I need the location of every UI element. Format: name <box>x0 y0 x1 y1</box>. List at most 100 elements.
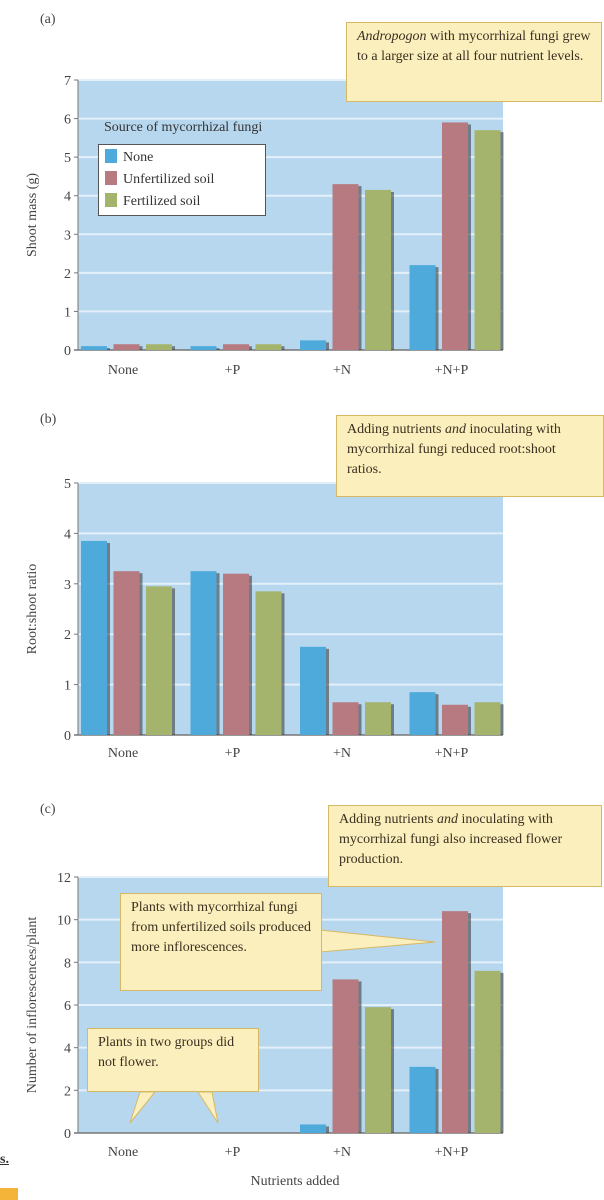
callout-b-pre: Adding nutrients <box>347 422 445 437</box>
chart-0: 0 1 2 3 4 5 6 7 Shoot mass (g) None +P +N +N+P <box>25 74 504 378</box>
y-tick-label: 0 <box>64 1127 71 1142</box>
x-tick-label: None <box>108 746 138 761</box>
y-tick-label: 3 <box>64 228 71 243</box>
legend: None Unfertilized soil Fertilized soil <box>98 144 266 216</box>
y-tick-label: 0 <box>64 344 71 359</box>
x-tick-label: +P <box>225 1145 241 1160</box>
x-tick-label: None <box>108 363 138 378</box>
panel-label-a: (a) <box>40 12 56 27</box>
bar-unfertilized-soil <box>442 911 468 1133</box>
x-axis-label: Nutrients added <box>250 1174 339 1189</box>
y-axis-label: Shoot mass (g) <box>25 173 40 257</box>
bar-fertilized-soil <box>146 344 172 350</box>
bar-unfertilized-soil <box>332 979 359 1133</box>
x-tick-label: +N <box>333 1145 351 1160</box>
legend-label-unfertilized: Unfertilized soil <box>123 172 215 187</box>
y-tick-label: 0 <box>64 729 71 744</box>
callout-unfertilized: Plants with mycorrhizal fungi from unfer… <box>120 893 322 991</box>
y-tick-label: 6 <box>64 113 71 128</box>
chart-2: 0 2 4 6 8 10 12 Number of inflorescences/plant N… <box>25 871 504 1189</box>
legend-swatch-none <box>105 149 117 163</box>
bar-unfertilized-soil <box>442 704 468 735</box>
y-tick-label: 4 <box>64 527 71 542</box>
x-tick-label: +N+P <box>435 746 469 761</box>
y-tick-label: 6 <box>64 999 71 1014</box>
bar-unfertilized-soil <box>332 702 359 735</box>
callout-a-italic: Andropogon <box>357 29 427 44</box>
orange-marker <box>0 1188 18 1200</box>
y-tick-label: 2 <box>64 1084 71 1099</box>
callout-a: Andropogon with mycorrhizal fungi grew t… <box>346 22 602 102</box>
x-tick-label: +N+P <box>435 1145 469 1160</box>
callout-b-italic: and <box>445 422 466 437</box>
bar-none <box>409 692 436 735</box>
bar-none <box>409 265 436 350</box>
y-tick-label: 1 <box>64 679 71 694</box>
legend-item-unfertilized: Unfertilized soil <box>105 169 259 191</box>
bar-none <box>300 646 326 735</box>
bar-unfertilized-soil <box>113 571 140 735</box>
panel-label-b: (b) <box>40 412 57 427</box>
legend-label-fertilized: Fertilized soil <box>123 194 201 209</box>
x-tick-label: None <box>108 1145 138 1160</box>
y-axis-label: Number of inflorescences/plant <box>25 917 40 1094</box>
bar-fertilized-soil <box>146 586 172 735</box>
bar-fertilized-soil <box>474 130 501 350</box>
chart-1: 0 1 2 3 4 5 Root:shoot ratio None +P +N +N+P <box>25 477 504 761</box>
callout-c-pre: Adding nutrients <box>339 812 437 827</box>
x-tick-label: +N <box>333 746 351 761</box>
bar-none <box>81 540 107 735</box>
y-tick-label: 2 <box>64 267 71 282</box>
y-tick-label: 2 <box>64 628 71 643</box>
bar-fertilized-soil <box>255 591 282 735</box>
cropped-text-fragment: s. <box>0 1152 9 1167</box>
callout-c-italic: and <box>437 812 458 827</box>
bar-none <box>300 340 326 350</box>
callout-a-text: with mycorrhizal fungi grew to a larger … <box>357 29 591 64</box>
bar-unfertilized-soil <box>223 573 249 735</box>
x-tick-label: +P <box>225 746 241 761</box>
panel-label-c: (c) <box>40 802 56 817</box>
y-tick-label: 4 <box>64 1042 71 1057</box>
y-tick-label: 1 <box>64 305 71 320</box>
y-tick-label: 7 <box>64 74 71 89</box>
bar-fertilized-soil <box>474 970 501 1133</box>
bar-fertilized-soil <box>365 702 391 735</box>
callout-c-text: inoculating with mycorrhizal fungi also … <box>339 812 563 867</box>
legend-swatch-fertilized <box>105 193 117 207</box>
callout-pointer <box>197 1091 219 1124</box>
bar-fertilized-soil <box>365 189 391 350</box>
y-tick-label: 3 <box>64 578 71 593</box>
y-tick-label: 8 <box>64 956 71 971</box>
callout-no-flower: Plants in two groups did not flower. <box>87 1028 259 1092</box>
y-axis-label: Root:shoot ratio <box>25 564 40 655</box>
bar-none <box>81 346 107 350</box>
bar-fertilized-soil <box>365 1007 391 1133</box>
callout-c: Adding nutrients and inoculating with my… <box>328 805 602 887</box>
legend-swatch-unfertilized <box>105 171 117 185</box>
legend-label-none: None <box>123 150 154 165</box>
bar-none <box>190 346 217 350</box>
x-tick-label: +N <box>333 363 351 378</box>
callout-b: Adding nutrients and inoculating with my… <box>336 415 604 497</box>
x-tick-label: +P <box>225 363 241 378</box>
bar-unfertilized-soil <box>223 344 249 350</box>
bar-none <box>190 571 217 735</box>
bar-unfertilized-soil <box>442 122 468 350</box>
legend-title: Source of mycorrhizal fungi <box>104 120 263 135</box>
legend-item-fertilized: Fertilized soil <box>105 191 259 213</box>
bar-none <box>409 1066 436 1133</box>
callout-pointer <box>129 1091 157 1124</box>
y-tick-label: 12 <box>57 871 71 886</box>
bar-fertilized-soil <box>474 702 501 735</box>
y-tick-label: 4 <box>64 190 71 205</box>
legend-item-none: None <box>105 147 259 169</box>
bar-none <box>300 1124 326 1133</box>
y-tick-label: 5 <box>64 151 71 166</box>
bar-fertilized-soil <box>255 344 282 350</box>
callout-b-text: inoculating with mycorrhizal fungi reduc… <box>347 422 561 477</box>
bar-unfertilized-soil <box>113 344 140 350</box>
y-tick-label: 10 <box>57 914 71 929</box>
x-tick-label: +N+P <box>435 363 469 378</box>
